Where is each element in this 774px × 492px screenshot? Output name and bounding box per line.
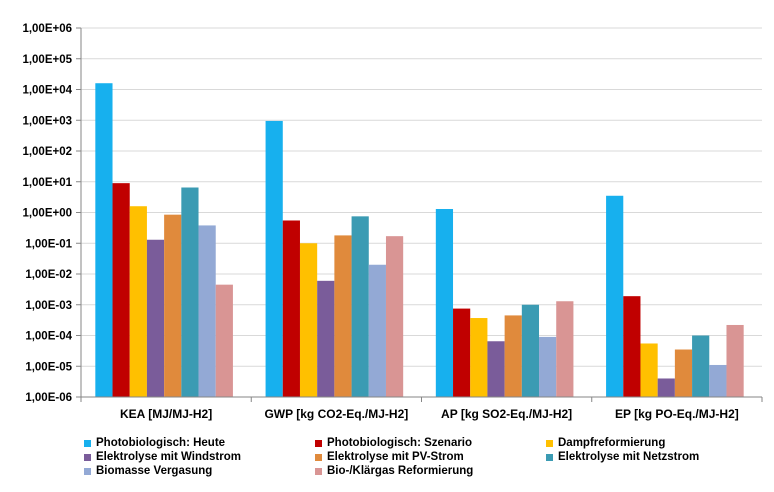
- legend-item: Dampfreformierung: [546, 436, 774, 450]
- axes: [80, 28, 763, 402]
- y-tick-label: 1,00E+00: [22, 208, 72, 220]
- y-tick-label: 1,00E+05: [22, 54, 72, 66]
- legend-swatch: [315, 439, 322, 447]
- bar: [674, 349, 693, 397]
- y-tick-label: 1,00E-01: [25, 238, 72, 250]
- y-tick-label: 1,00E+04: [22, 85, 72, 97]
- bar: [198, 225, 216, 397]
- legend-swatch: [315, 453, 322, 461]
- legend-label: Elektrolyse mit Windstrom: [96, 451, 241, 463]
- bar: [368, 264, 386, 397]
- bar: [181, 187, 199, 397]
- bar: [95, 83, 113, 397]
- legend-item: Biomasse Vergasung: [84, 464, 315, 478]
- legend-item: Elektrolyse mit Windstrom: [84, 450, 315, 464]
- bar: [215, 284, 233, 397]
- bar: [692, 335, 710, 397]
- y-tick-label: 1,00E-02: [25, 269, 72, 281]
- legend: Photobiologisch: Heute Photobiologisch: S…: [84, 436, 774, 478]
- legend-swatch: [546, 439, 553, 447]
- legend-label: Elektrolyse mit Netzstrom: [558, 451, 700, 463]
- bar: [299, 243, 318, 397]
- bar: [385, 236, 404, 397]
- chart: 1,00E-06 1,00E-05 1,00E-04 1,00E-03 1,00E-02…: [22, 23, 763, 421]
- bar: [726, 324, 744, 397]
- x-category-label: EP [kg PO-Eq./MJ-H2]: [615, 407, 739, 421]
- bar: [282, 220, 300, 397]
- y-tick-label: 1,00E-04: [25, 331, 72, 343]
- y-tick-label: 1,00E+06: [22, 23, 72, 35]
- bar: [164, 214, 182, 397]
- x-category-label: GWP [kg CO2-Eq./MJ-H2]: [264, 407, 408, 421]
- bar: [623, 296, 641, 397]
- bar: [317, 280, 335, 397]
- y-tick-label: 1,00E+02: [22, 146, 72, 158]
- legend-label: Photobiologisch: Szenario: [327, 437, 473, 449]
- bar: [606, 195, 624, 397]
- legend-swatch: [546, 453, 553, 461]
- legend-swatch: [84, 453, 91, 461]
- legend-label: Dampfreformierung: [558, 437, 666, 449]
- bar: [470, 318, 488, 397]
- legend-item: Photobiologisch: Szenario: [315, 436, 546, 450]
- legend-swatch: [84, 467, 91, 475]
- bar: [453, 308, 471, 397]
- legend-label: Photobiologisch: Heute: [96, 437, 226, 449]
- bar: [640, 343, 658, 397]
- legend-item: Elektrolyse mit Netzstrom: [546, 450, 774, 464]
- bar: [709, 364, 727, 397]
- x-axis-category-labels: KEA [MJ/MJ-H2] GWP [kg CO2-Eq./MJ-H2] AP […: [120, 407, 739, 421]
- legend-swatch: [315, 467, 322, 475]
- y-tick-label: 1,00E-06: [25, 392, 72, 404]
- bar: [435, 208, 454, 397]
- legend-label: Biomasse Vergasung: [96, 465, 213, 477]
- bar: [334, 235, 352, 397]
- legend-item: Elektrolyse mit PV-Strom: [315, 450, 546, 464]
- bar: [556, 301, 574, 397]
- bar: [504, 315, 522, 397]
- legend-item: Photobiologisch: Heute: [84, 436, 315, 450]
- legend-swatch: [84, 439, 91, 447]
- bar: [146, 239, 165, 397]
- y-tick-label: 1,00E+01: [22, 177, 72, 189]
- bar: [657, 378, 675, 397]
- bar: [487, 341, 505, 397]
- x-category-label: KEA [MJ/MJ-H2]: [120, 407, 212, 421]
- bar: [539, 336, 557, 397]
- x-category-label: AP [kg SO2-Eq./MJ-H2]: [441, 407, 572, 421]
- legend-label: Elektrolyse mit PV-Strom: [327, 451, 464, 463]
- y-tick-label: 1,00E-05: [25, 361, 72, 373]
- legend-label: Bio-/Klärgas Reformierung: [327, 465, 474, 477]
- y-tick-label: 1,00E+03: [22, 115, 72, 127]
- bar: [265, 120, 283, 397]
- bars: [95, 83, 744, 397]
- y-axis-tick-labels: 1,00E-06 1,00E-05 1,00E-04 1,00E-03 1,00E-02…: [22, 23, 72, 404]
- y-tick-label: 1,00E-03: [25, 300, 72, 312]
- bar: [129, 206, 147, 397]
- bar: [351, 216, 369, 397]
- bar: [112, 183, 130, 397]
- bar: [521, 304, 540, 397]
- legend-item: Bio-/Klärgas Reformierung: [315, 464, 546, 478]
